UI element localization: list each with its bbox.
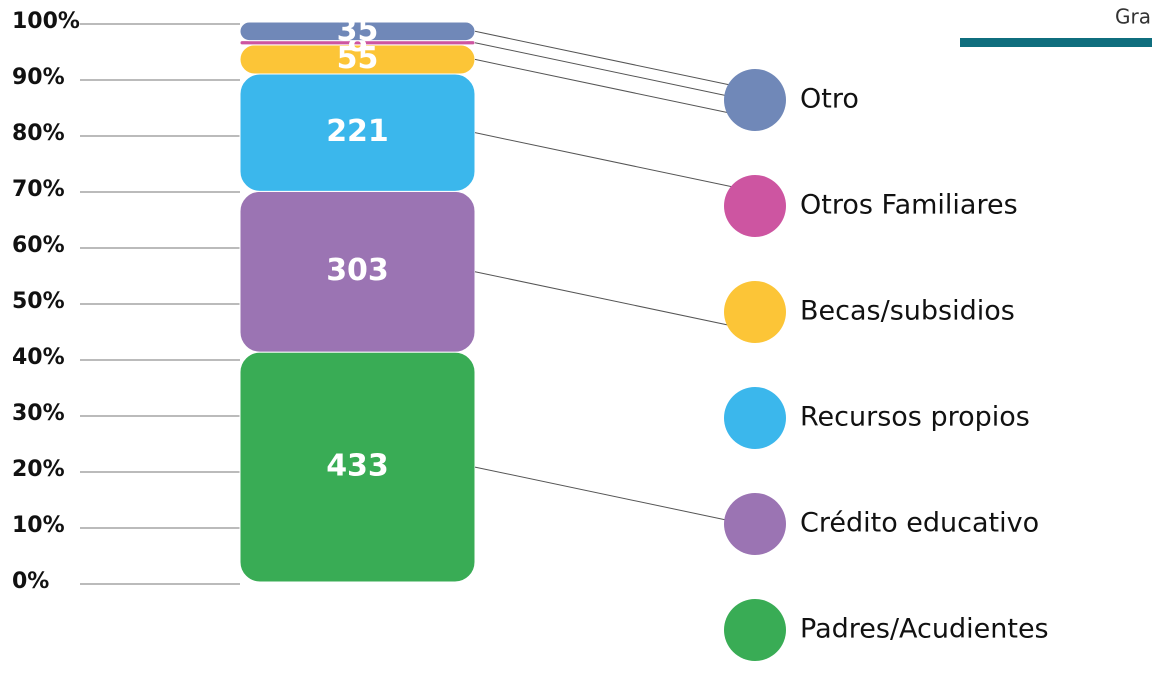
- legend-swatch: [724, 493, 786, 555]
- guide-line: [474, 132, 761, 194]
- y-tick-label: 0%: [12, 569, 49, 594]
- value-label: 35: [337, 13, 379, 48]
- y-tick-label: 70%: [12, 177, 65, 202]
- guide-line: [474, 466, 761, 528]
- guide-line: [474, 42, 761, 104]
- legend-label: Otros Familiares: [800, 190, 1018, 221]
- y-tick-label: 50%: [12, 289, 65, 314]
- legend-swatch: [724, 69, 786, 131]
- chart-title: Gra: [1115, 5, 1151, 29]
- guide-line: [474, 271, 761, 333]
- legend-label: Crédito educativo: [800, 508, 1039, 539]
- legend-label: Otro: [800, 84, 859, 115]
- y-tick-label: 10%: [12, 513, 65, 538]
- y-tick-label: 100%: [12, 9, 80, 34]
- legend-label: Padres/Acudientes: [800, 614, 1049, 645]
- legend-swatch: [724, 387, 786, 449]
- value-label: 433: [326, 449, 389, 484]
- value-label: 303: [326, 253, 389, 288]
- y-tick-label: 90%: [12, 65, 65, 90]
- value-label: 55: [337, 41, 379, 76]
- legend-label: Recursos propios: [800, 402, 1030, 433]
- y-tick-label: 30%: [12, 401, 65, 426]
- y-tick-label: 20%: [12, 457, 65, 482]
- y-tick-label: 40%: [12, 345, 65, 370]
- guide-line: [474, 58, 761, 120]
- legend-label: Becas/subsidios: [800, 296, 1015, 327]
- y-tick-label: 60%: [12, 233, 65, 258]
- guide-line: [474, 30, 761, 92]
- legend-swatch: [724, 175, 786, 237]
- y-tick-label: 80%: [12, 121, 65, 146]
- legend-swatch: [724, 599, 786, 661]
- value-label: 221: [326, 114, 389, 149]
- legend-swatch: [724, 281, 786, 343]
- header-bar: [960, 38, 1152, 47]
